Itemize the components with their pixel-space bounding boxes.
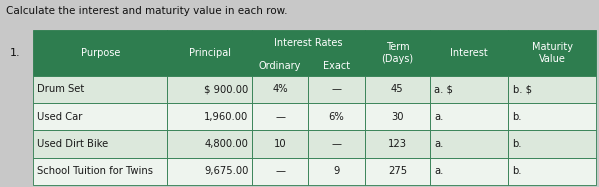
Text: 6%: 6% <box>328 112 344 122</box>
Text: Interest Rates: Interest Rates <box>274 38 343 48</box>
Text: a.: a. <box>434 139 444 149</box>
Text: 1.: 1. <box>10 48 21 58</box>
Text: b.: b. <box>513 139 522 149</box>
Text: 4%: 4% <box>273 84 288 94</box>
Text: Drum Set: Drum Set <box>37 84 84 94</box>
Text: —: — <box>275 166 285 177</box>
Text: b.: b. <box>513 166 522 177</box>
Text: 4,800.00: 4,800.00 <box>204 139 249 149</box>
Text: —: — <box>331 84 341 94</box>
Text: 30: 30 <box>391 112 404 122</box>
Text: Calculate the interest and maturity value in each row.: Calculate the interest and maturity valu… <box>6 6 288 16</box>
Text: 9: 9 <box>333 166 340 177</box>
Text: School Tuition for Twins: School Tuition for Twins <box>37 166 153 177</box>
Text: Ordinary: Ordinary <box>259 61 301 71</box>
Text: Used Dirt Bike: Used Dirt Bike <box>37 139 108 149</box>
Text: Purpose: Purpose <box>80 48 120 58</box>
Text: 123: 123 <box>388 139 407 149</box>
Text: Interest: Interest <box>450 48 488 58</box>
Text: b.: b. <box>513 112 522 122</box>
Text: Exact: Exact <box>323 61 350 71</box>
Text: b. $: b. $ <box>513 84 532 94</box>
Text: 9,675.00: 9,675.00 <box>204 166 249 177</box>
Text: 1,960.00: 1,960.00 <box>204 112 249 122</box>
Text: a.: a. <box>434 166 444 177</box>
Text: Used Car: Used Car <box>37 112 83 122</box>
Text: a. $: a. $ <box>434 84 453 94</box>
Text: —: — <box>331 139 341 149</box>
Text: 10: 10 <box>274 139 286 149</box>
Text: a.: a. <box>434 112 444 122</box>
Text: Term
(Days): Term (Days) <box>382 42 413 64</box>
Text: $ 900.00: $ 900.00 <box>204 84 249 94</box>
Text: —: — <box>275 112 285 122</box>
Text: Principal: Principal <box>189 48 231 58</box>
Text: Maturity
Value: Maturity Value <box>532 42 573 64</box>
Text: 275: 275 <box>388 166 407 177</box>
Text: 45: 45 <box>391 84 404 94</box>
